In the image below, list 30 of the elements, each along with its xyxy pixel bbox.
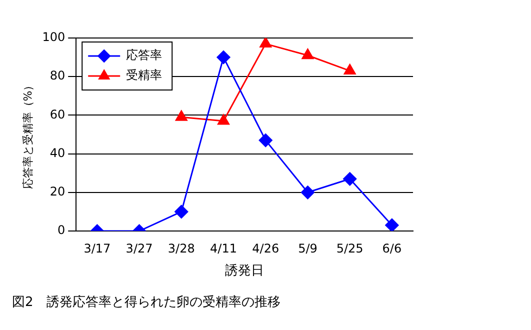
- point: [300, 186, 314, 200]
- y-axis-title: 応答率と受精率（%）: [21, 80, 34, 190]
- x-axis-title: 誘発日: [225, 264, 264, 279]
- x-tick-label: 3/28: [168, 241, 195, 256]
- y-tick-label: 80: [50, 68, 66, 83]
- y-tick-label: 20: [50, 184, 66, 199]
- point: [258, 134, 272, 148]
- point: [218, 114, 230, 125]
- point: [174, 204, 188, 218]
- legend-label: 受精率: [126, 68, 162, 82]
- y-tick-label: 40: [50, 146, 66, 160]
- y-tick-label: 100: [42, 30, 66, 44]
- point: [260, 38, 272, 48]
- point: [175, 110, 188, 121]
- x-tick-label: 4/11: [210, 241, 237, 256]
- point: [343, 172, 357, 186]
- x-tick-label: 5/9: [298, 241, 318, 256]
- y-tick-label: 60: [50, 107, 66, 122]
- x-tick-label: 3/17: [84, 241, 111, 256]
- x-tick-label: 4/26: [252, 241, 280, 256]
- x-tick-label: 3/27: [126, 241, 153, 256]
- legend-label: 応答率: [126, 48, 162, 62]
- point: [385, 218, 399, 231]
- x-tick-label: 6/6: [382, 241, 402, 256]
- point: [344, 64, 356, 75]
- y-tick-label: 0: [57, 223, 66, 238]
- point: [216, 50, 230, 64]
- caption: 図2 誘発応答率と得られた卵の受精率の推移: [12, 294, 282, 311]
- x-tick-label: 5/25: [336, 241, 364, 256]
- point: [302, 48, 314, 60]
